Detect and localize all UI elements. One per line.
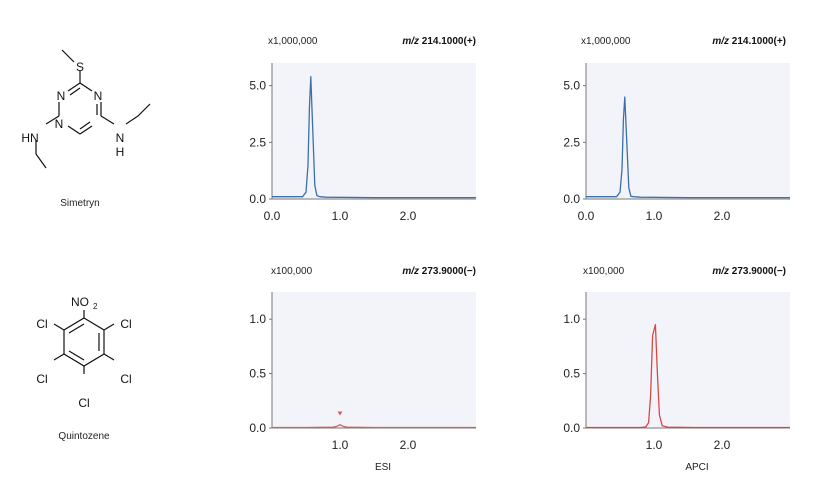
bond — [68, 323, 85, 334]
bond — [67, 82, 81, 92]
mz-prefix: m/z — [402, 266, 421, 277]
simetryn-structure — [35, 49, 151, 169]
chromatogram-trace — [272, 75, 476, 199]
benzene-ring — [63, 317, 105, 367]
mz-prefix: m/z — [712, 266, 731, 277]
mz-prefix: m/z — [402, 36, 421, 47]
ion-label: m/z 214.1000(+) — [402, 36, 476, 47]
bond — [35, 153, 47, 169]
atom-n-ring: N — [57, 89, 66, 103]
bond — [45, 115, 60, 125]
plot-area — [586, 292, 790, 428]
x-tick-label: 2.0 — [400, 438, 417, 452]
y-tick-label: 0.0 — [249, 192, 266, 206]
intensity-multiplier: x100,000 — [271, 266, 313, 277]
bond — [68, 350, 85, 361]
atom-hn: HN — [21, 131, 38, 145]
x-tick-label: 0.0 — [264, 209, 281, 223]
column-label-esi: ESI — [375, 462, 391, 473]
atom-s: S — [76, 60, 84, 74]
intensity-multiplier: x1,000,000 — [581, 36, 631, 47]
x-tick-label: 0.0 — [578, 209, 595, 223]
bond — [103, 323, 115, 331]
x-tick-label: 2.0 — [714, 209, 731, 223]
chromatogram-apci-simetryn: x1,000,000 m/z 214.1000(+) 0.0 2.5 5.0 0.0 1.0… — [563, 36, 790, 223]
atom-cl: Cl — [36, 317, 47, 331]
y-tick-label: 2.5 — [563, 135, 580, 149]
compound-name-quintozene: Quintozene — [58, 431, 110, 442]
atom-cl: Cl — [78, 396, 89, 410]
x-tick-label: 2.0 — [714, 438, 731, 452]
x-tick-label: 1.0 — [646, 209, 663, 223]
atom-no2: NO — [71, 295, 89, 309]
column-label-apci: APCI — [685, 462, 708, 473]
plot-area — [586, 63, 790, 199]
mz-value: 214.1000(+) — [422, 36, 476, 47]
compound-name-simetryn: Simetryn — [60, 198, 99, 209]
y-tick-label: 0.0 — [563, 192, 580, 206]
bond — [69, 87, 81, 96]
mz-value: 214.1000(+) — [732, 36, 786, 47]
y-tick-label: 2.5 — [249, 135, 266, 149]
atom-cl: Cl — [120, 372, 131, 386]
plot-area — [272, 292, 476, 428]
mz-value: 273.9000(−) — [422, 266, 476, 277]
quintozene-atoms: NO 2 Cl Cl Cl Cl Cl — [36, 295, 131, 410]
bond — [67, 125, 81, 135]
atom-nh-h: H — [116, 145, 125, 159]
mz-value: 273.9000(−) — [732, 266, 786, 277]
atom-n-ring: N — [55, 117, 64, 131]
y-tick-label: 1.0 — [563, 312, 580, 326]
bond — [53, 323, 65, 331]
x-tick-label: 2.0 — [400, 209, 417, 223]
x-tick-label: 1.0 — [332, 438, 349, 452]
intensity-multiplier: x100,000 — [583, 266, 625, 277]
bond — [53, 353, 65, 361]
simetryn-atoms: S N N N HN N H — [21, 60, 124, 159]
y-tick-label: 1.0 — [249, 312, 266, 326]
bond — [79, 125, 93, 135]
ion-label: m/z 273.9000(−) — [712, 266, 786, 277]
plot-area — [272, 63, 476, 199]
chromatogram-trace — [586, 96, 790, 199]
chromatogram-trace — [272, 424, 476, 429]
bond — [79, 121, 91, 130]
x-tick-label: 1.0 — [332, 209, 349, 223]
mz-prefix: m/z — [712, 36, 731, 47]
intensity-multiplier: x1,000,000 — [268, 36, 318, 47]
atom-cl: Cl — [36, 372, 47, 386]
y-tick-label: 5.0 — [563, 79, 580, 93]
ion-label: m/z 273.9000(−) — [402, 266, 476, 277]
atom-nh-n: N — [116, 131, 125, 145]
atom-no2-subscript: 2 — [93, 302, 98, 311]
y-tick-label: 0.0 — [249, 421, 266, 435]
atom-cl: Cl — [120, 317, 131, 331]
chromatogram-esi-simetryn: x1,000,000 m/z 214.1000(+) 0.0 2.5 5.0 0.0 1.0… — [249, 36, 476, 223]
chromatogram-trace — [586, 323, 790, 429]
bond — [137, 103, 151, 117]
peak-marker — [337, 411, 343, 416]
chromatogram-apci-quintozene: x100,000 m/z 273.9000(−) 0.0 0.5 1.0 1.0 2.0 — [563, 266, 790, 452]
y-tick-label: 0.5 — [249, 367, 266, 381]
x-tick-label: 1.0 — [646, 438, 663, 452]
y-tick-label: 5.0 — [249, 79, 266, 93]
bond — [61, 49, 75, 63]
chromatogram-esi-quintozene: x100,000 m/z 273.9000(−) 0.0 0.5 1.0 1.0 2.0 — [249, 266, 476, 452]
bond — [79, 82, 93, 92]
bond — [103, 353, 115, 361]
bond — [125, 115, 139, 125]
y-tick-label: 0.5 — [563, 367, 580, 381]
ion-label: m/z 214.1000(+) — [712, 36, 786, 47]
y-tick-label: 0.0 — [563, 421, 580, 435]
atom-n-ring: N — [94, 89, 103, 103]
bond — [100, 115, 115, 125]
quintozene-structure — [53, 310, 115, 374]
